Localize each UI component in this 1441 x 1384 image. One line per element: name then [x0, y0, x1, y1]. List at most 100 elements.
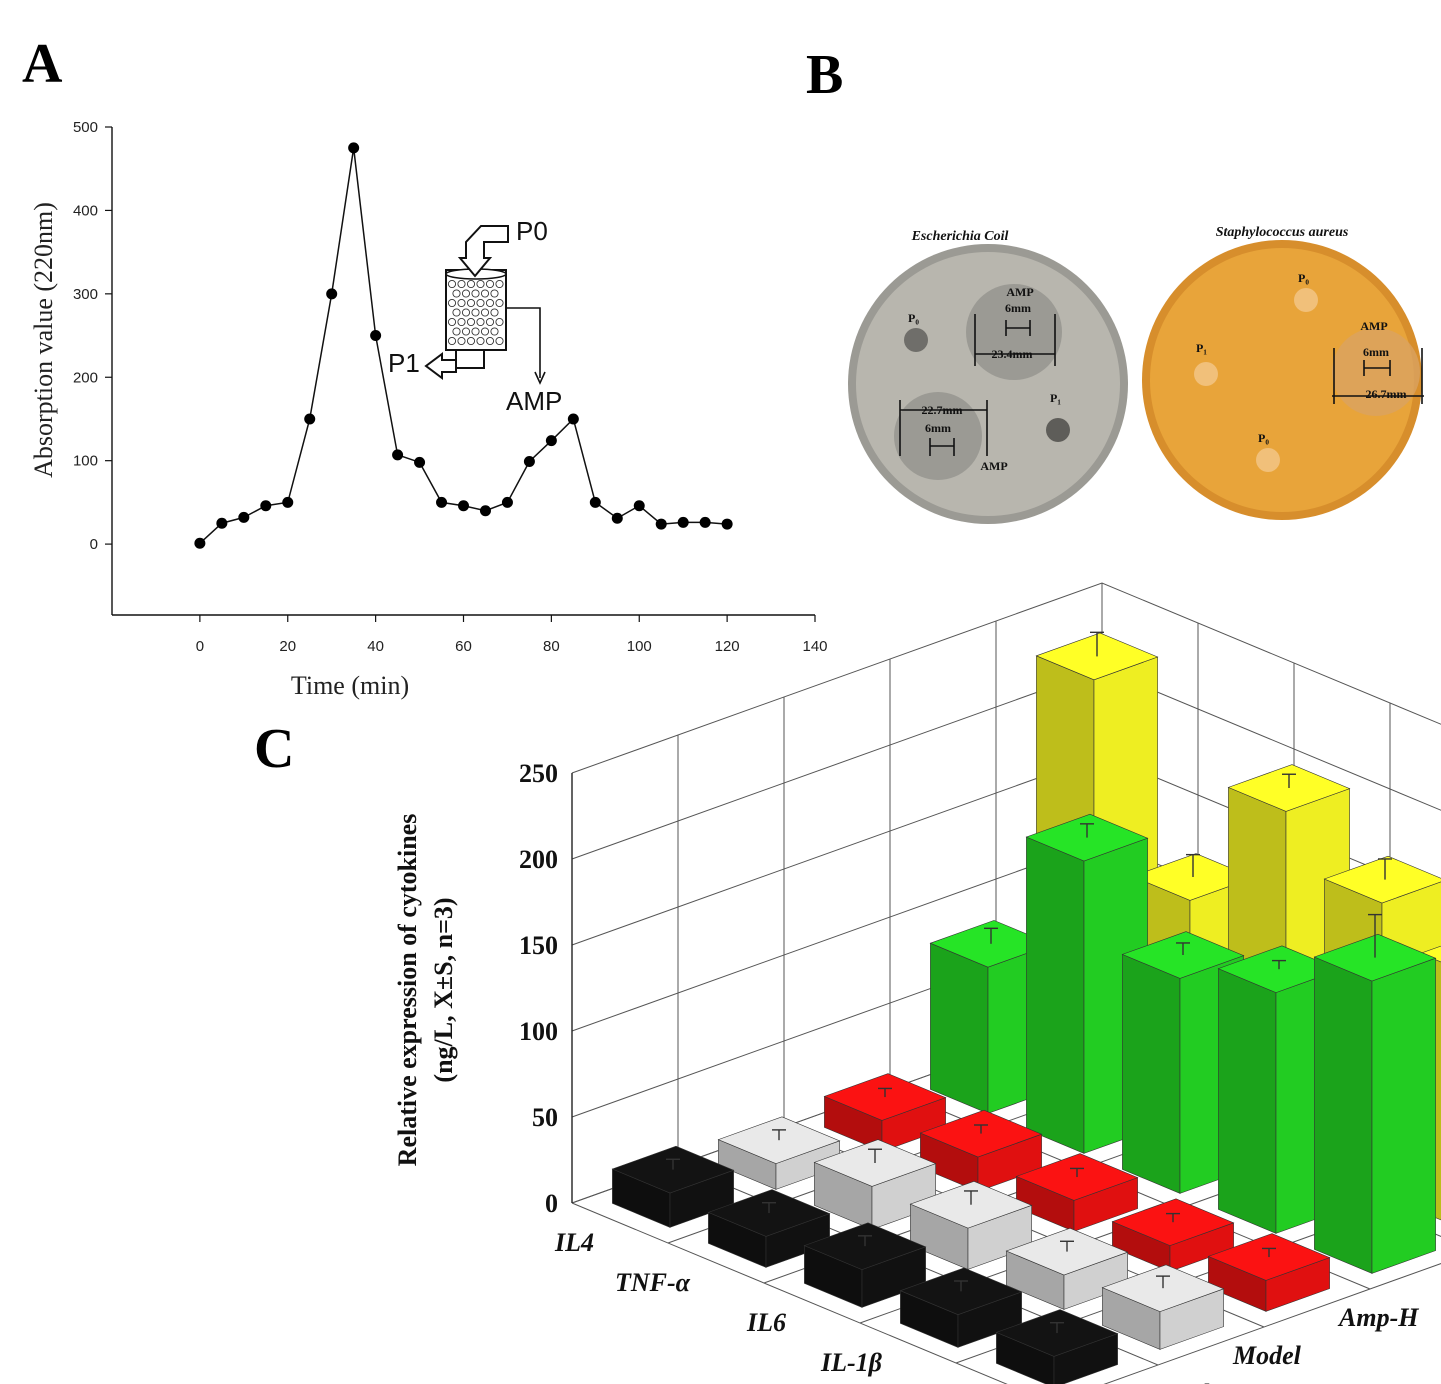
well-p0: [904, 328, 928, 352]
chart-c-y-tick-label: 250: [519, 759, 558, 788]
plate-saureus-title: Staphylococcus aureus: [1216, 225, 1349, 240]
panel-label-c: C: [254, 718, 294, 780]
well-label-p1: P₁: [1050, 391, 1061, 405]
well-p1: [1046, 418, 1070, 442]
bar-model-3: [1005, 1227, 1129, 1310]
chart-a-point: [348, 142, 360, 154]
label-p1: P1: [388, 348, 420, 378]
chart-a-point: [721, 518, 733, 530]
chart-a-y-tick-label: 100: [73, 453, 98, 470]
chart-a-point: [589, 496, 601, 508]
bar-amp-m-4: [1313, 913, 1437, 1274]
chart-c-category-label: IL6: [746, 1308, 786, 1337]
chart-a-y-tick-label: 0: [90, 536, 98, 553]
line-chart-a: 0 100 200 300 400 500 0 20 40 60 80 100 120 140 Time…: [29, 119, 828, 700]
measure-6mm-2: 6mm: [925, 421, 951, 435]
bar-amp-m-1: [1025, 813, 1149, 1154]
chart-a-point: [326, 288, 338, 300]
chart-a-y-label: Absorption value (220nm): [29, 202, 58, 478]
bar-amp-h-1: [919, 1109, 1043, 1192]
chart-c-category-label: IL4: [554, 1228, 594, 1257]
chart-a-point: [633, 500, 645, 512]
measure-6mm-sa: 6mm: [1363, 345, 1389, 359]
chart-a-x-label: Time (min): [291, 671, 409, 700]
chart-c-y-tick-label: 150: [519, 931, 558, 960]
product-arrow-icon: [534, 371, 546, 385]
measure-23mm: 23.4mm: [992, 347, 1033, 361]
chart-c-y-label-2: (ng/L, X±S, n=3): [429, 897, 458, 1082]
chart-a-point: [458, 500, 469, 512]
measure-22mm: 22.7mm: [922, 403, 963, 417]
chart-c-y-tick-label: 200: [519, 845, 558, 874]
chart-a-x-ticks: 0 20 40 60 80 100 120 140: [196, 615, 828, 655]
column-outlet: [455, 349, 485, 369]
inlet-arrow-icon: [457, 225, 509, 278]
bar-model-0: [717, 1116, 841, 1190]
panel-label-b: B: [806, 44, 843, 106]
chart-a-y-tick-label: 500: [73, 119, 98, 136]
chart-c-category-label: IL-1β: [820, 1348, 883, 1377]
chart-a-x-tick-label: 140: [802, 638, 827, 655]
bar-control-3: [899, 1267, 1023, 1348]
column-schematic: P0 P1 AMP: [388, 216, 562, 416]
chart-a-point: [304, 413, 316, 425]
label-amp: AMP: [506, 386, 562, 416]
measure-26mm: 26.7mm: [1366, 387, 1407, 401]
plate-saureus-agar: [1150, 248, 1414, 512]
chart-a-point: [611, 512, 623, 524]
chart-a-x-tick-label: 0: [196, 638, 204, 655]
chart-a-y-tick-label: 200: [73, 369, 98, 386]
chart-a-point: [392, 449, 404, 461]
chart-a-point: [655, 518, 667, 530]
bar-amp-h-3: [1111, 1198, 1235, 1272]
inhibition-zone-2: [894, 392, 982, 480]
inhibition-zone-3: [1332, 328, 1420, 416]
chart-a-point: [260, 500, 272, 512]
well-label-sa-2: P₁: [1196, 341, 1207, 355]
plate-ecoli-agar: [856, 252, 1120, 516]
chart-a-x-tick-label: 120: [715, 638, 740, 655]
chart-a-x-tick-label: 40: [367, 638, 384, 655]
bar-model-1: [813, 1139, 937, 1230]
chart-a-point: [282, 496, 294, 508]
chart-c-series-label: Amp-H: [1337, 1303, 1419, 1332]
chart-a-axes: [111, 127, 815, 616]
chart-a-point: [370, 330, 382, 342]
chart-c-category-label: TNF-α: [615, 1268, 691, 1297]
chart-a-point: [238, 511, 250, 523]
chart-a-point: [677, 516, 689, 528]
chart-c-y-tick-label: 0: [545, 1189, 558, 1218]
chart-c-y-tick-label: 100: [519, 1017, 558, 1046]
bar-control-2: [803, 1222, 927, 1308]
chart-a-x-tick-label: 100: [627, 638, 652, 655]
bar-model-2: [909, 1180, 1033, 1270]
bar-control-1: [707, 1189, 831, 1268]
bar-model-4: [1101, 1264, 1225, 1350]
chart-a-point: [216, 517, 228, 529]
well-sa-1: [1294, 288, 1318, 312]
amp-label-2: AMP: [980, 459, 1007, 473]
measure-lines-ecoli: [899, 314, 1056, 456]
chart-a-y-ticks: 0 100 200 300 400 500: [73, 119, 112, 553]
chart-c-labels: 050100150200250IL4TNF-αIL6IL-1βIL10Contr…: [519, 759, 1419, 1384]
chart-a-x-tick-label: 20: [279, 638, 296, 655]
panel-b-plates: Escherichia Coil P₀ P₁: [848, 225, 1424, 524]
chart-a-x-tick-label: 60: [455, 638, 472, 655]
chart-c-y-label-1: Relative expression of cytokines: [393, 814, 422, 1167]
plate-saureus: Staphylococcus aureus P₀ P₁ P₀ AMP 6mm 2…: [1142, 225, 1424, 520]
chart-a-y-tick-label: 400: [73, 202, 98, 219]
chart-a-point: [567, 413, 579, 425]
well-sa-3: [1256, 448, 1280, 472]
chart-a-point: [699, 516, 711, 528]
bar-amp-h-2: [1015, 1153, 1139, 1232]
plate-ecoli-title: Escherichia Coil: [911, 229, 1009, 244]
chart-a-point: [436, 496, 448, 508]
plate-ecoli: Escherichia Coil P₀ P₁: [848, 229, 1128, 524]
measure-6mm-1: 6mm: [1005, 301, 1031, 315]
well-label-sa-1: P₀: [1298, 271, 1309, 285]
chart-a-y-tick-label: 300: [73, 286, 98, 303]
outlet-arrow-icon: [424, 352, 457, 380]
well-sa-2: [1194, 362, 1218, 386]
bar-amp-h-4: [1207, 1233, 1331, 1312]
